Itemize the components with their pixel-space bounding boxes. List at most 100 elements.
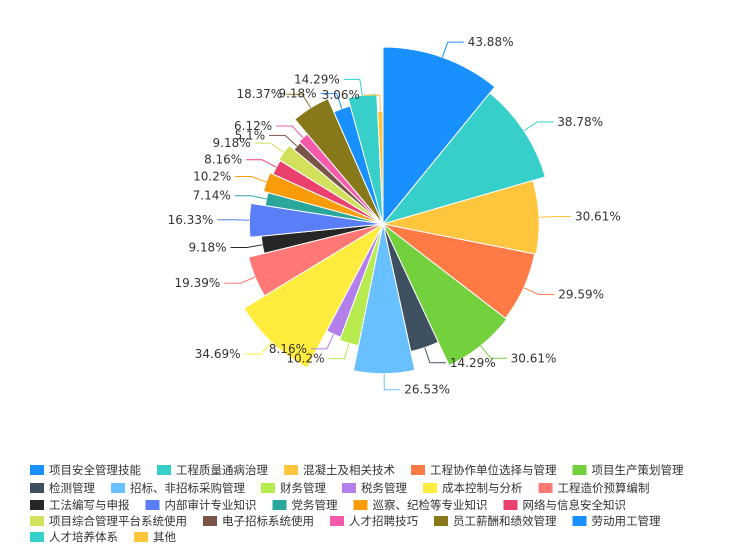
legend-label: 其他 (153, 530, 176, 544)
legend-label: 项目生产策划管理 (592, 463, 684, 477)
slice-percentage-label: 6.12% (234, 119, 272, 133)
legend-item[interactable]: 巡察、纪检等专业知识 (353, 498, 488, 512)
slice-percentage-label: 10.2% (286, 352, 324, 366)
slice-percentage-label: 8.16% (269, 342, 307, 356)
legend-item[interactable]: 工程造价预算编制 (538, 481, 650, 495)
legend-label: 工程造价预算编制 (558, 481, 650, 495)
slice-percentage-label: 8.16% (204, 153, 242, 167)
legend-swatch (30, 516, 44, 526)
legend-label: 人才招聘技巧 (349, 514, 418, 528)
legend-item[interactable]: 财务管理 (261, 481, 326, 495)
slice-percentage-label: 18.37% (236, 87, 282, 101)
pie-slice[interactable] (382, 179, 540, 255)
legend-swatch (342, 483, 356, 493)
legend-swatch (30, 500, 44, 510)
legend-label: 招标、非招标采购管理 (130, 481, 245, 495)
legend-item[interactable]: 电子招标系统使用 (203, 514, 314, 528)
leader-line (235, 175, 267, 183)
leader-line (441, 41, 464, 58)
legend-label: 人才培养体系 (49, 530, 118, 544)
legend-item[interactable]: 工法编写与申报 (30, 498, 130, 512)
legend-label: 党务管理 (292, 498, 338, 512)
legend-item[interactable]: 税务管理 (342, 481, 407, 495)
legend-item[interactable]: 网络与信息安全知识 (503, 498, 627, 512)
legend-item[interactable]: 项目生产策划管理 (572, 463, 684, 477)
legend-item[interactable]: 项目综合管理平台系统使用 (30, 514, 187, 528)
leader-line (224, 276, 256, 284)
legend-item[interactable]: 工程质量通病治理 (157, 463, 268, 477)
slice-percentage-label: 14.29% (450, 356, 496, 370)
pie-slice[interactable] (352, 223, 416, 375)
legend-swatch (30, 465, 44, 475)
pie-slice[interactable] (294, 97, 384, 225)
slice-percentage-label: 7.14% (193, 189, 231, 203)
slice-percentage-label: 26.53% (404, 383, 450, 397)
legend-label: 工程质量通病治理 (176, 463, 268, 477)
legend-item[interactable]: 混凝土及相关技术 (284, 463, 395, 477)
legend-swatch (572, 465, 587, 475)
legend-swatch (434, 516, 448, 526)
legend-item[interactable]: 检测管理 (30, 481, 95, 495)
legend-label: 内部审计专业知识 (165, 498, 257, 512)
legend-swatch (272, 500, 287, 510)
legend-swatch (503, 500, 518, 510)
slice-percentage-label: 30.61% (511, 351, 557, 365)
legend-label: 电子招标系统使用 (222, 514, 314, 528)
legend-item[interactable]: 劳动用工管理 (572, 514, 661, 528)
legend-label: 项目综合管理平台系统使用 (49, 514, 187, 528)
legend-label: 财务管理 (280, 481, 326, 495)
pie-slice[interactable] (382, 46, 496, 226)
leader-line (269, 134, 298, 147)
pie-slice[interactable] (262, 172, 384, 225)
leader-line (286, 93, 312, 109)
label-leader-lines (217, 41, 571, 391)
leader-line (310, 334, 334, 350)
leader-line (320, 93, 343, 109)
legend-swatch (572, 516, 587, 526)
legend-item[interactable]: 工程协作单位选择与管理 (411, 463, 557, 477)
leader-line (230, 244, 263, 249)
slice-percentage-label: 34.69% (195, 347, 241, 361)
pie-slices (243, 46, 546, 375)
legend-label: 成本控制与分析 (442, 481, 523, 495)
slice-percentage-label: 9.18% (188, 241, 226, 255)
leader-line (383, 373, 401, 391)
legend-item[interactable]: 项目安全管理技能 (30, 463, 141, 477)
legend-item[interactable]: 招标、非招标采购管理 (111, 481, 245, 495)
leader-line (328, 343, 350, 360)
legend-label: 工程协作单位选择与管理 (430, 463, 557, 477)
pie-slice[interactable] (377, 110, 384, 225)
leader-line (424, 347, 446, 364)
pie-slice[interactable] (247, 223, 384, 297)
legend-swatch (330, 516, 344, 526)
legend-swatch (30, 532, 44, 542)
slice-percentage-label: 19.39% (175, 276, 221, 290)
legend-item[interactable]: 其他 (134, 530, 176, 544)
legend-item[interactable]: 内部审计专业知识 (145, 498, 257, 512)
legend-label: 巡察、纪检等专业知识 (373, 498, 488, 512)
leader-line (246, 159, 277, 168)
legend-item[interactable]: 人才培养体系 (30, 530, 118, 544)
legend-label: 工法编写与申报 (49, 498, 130, 512)
legend-label: 员工薪酬和绩效管理 (453, 514, 557, 528)
legend-item[interactable]: 成本控制与分析 (423, 481, 523, 495)
leader-line (254, 142, 284, 153)
leader-line (234, 195, 267, 200)
leader-line (523, 121, 554, 132)
legend-item[interactable]: 党务管理 (272, 498, 338, 512)
slice-percentage-label: 16.33% (168, 213, 214, 227)
legend-swatch (284, 465, 298, 475)
legend: 项目安全管理技能 工程质量通病治理 混凝土及相关技术 工程协作单位选择与管理 项目生产策… (30, 463, 684, 544)
legend-swatch (157, 465, 171, 475)
legend-swatch (134, 532, 148, 542)
slice-percentage-label: 14.29% (294, 72, 340, 86)
pie-slice[interactable] (243, 222, 385, 369)
leader-line (276, 125, 304, 139)
slice-percentage-label: 30.61% (575, 210, 621, 224)
legend-item[interactable]: 员工薪酬和绩效管理 (434, 514, 557, 528)
legend-swatch (353, 500, 368, 510)
legend-item[interactable]: 人才招聘技巧 (330, 514, 418, 528)
slice-percentage-label: 29.59% (558, 287, 604, 301)
pie-slice[interactable] (248, 202, 384, 238)
